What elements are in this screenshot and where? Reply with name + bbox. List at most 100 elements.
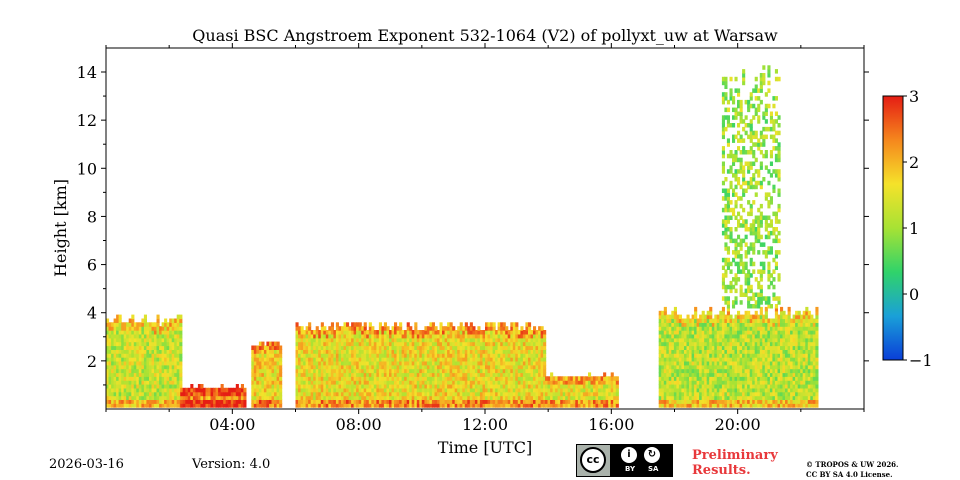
- heatmap-cell: [161, 391, 165, 397]
- heatmap-cell: [328, 387, 332, 393]
- heatmap-cell: [522, 333, 526, 339]
- heatmap-cell: [457, 403, 461, 408]
- heatmap-cell: [661, 384, 665, 389]
- heatmap-cell: [467, 333, 471, 339]
- heatmap-cell: [704, 380, 708, 385]
- heatmap-cell: [510, 341, 514, 347]
- heatmap-cell: [754, 314, 758, 320]
- heatmap-cell: [444, 395, 448, 400]
- heatmap-cell: [744, 314, 748, 320]
- heatmap-cell: [176, 322, 180, 327]
- heatmap-cell: [151, 322, 155, 327]
- heatmap-cell: [452, 399, 456, 404]
- heatmap-cell: [159, 360, 163, 366]
- heatmap-cell: [767, 345, 771, 350]
- heatmap-cell: [426, 326, 430, 331]
- heatmap-cell: [305, 368, 309, 374]
- heatmap-cell: [411, 395, 415, 400]
- heatmap-cell: [477, 376, 481, 381]
- heatmap-cell: [404, 341, 408, 347]
- heatmap-cell: [661, 349, 665, 354]
- heatmap-cell: [694, 384, 698, 389]
- heatmap-cell: [815, 341, 819, 347]
- heatmap-cell: [373, 353, 377, 358]
- heatmap-cell: [724, 269, 728, 274]
- heatmap-cell: [159, 387, 163, 393]
- heatmap-cell: [696, 330, 700, 335]
- heatmap-cell: [767, 372, 771, 377]
- heatmap-cell: [366, 353, 370, 358]
- heatmap-cell: [510, 337, 514, 343]
- heatmap-cell: [479, 403, 483, 408]
- heatmap-cell: [777, 364, 781, 370]
- heatmap-cell: [535, 353, 539, 358]
- heatmap-cell: [565, 376, 569, 381]
- heatmap-cell: [512, 326, 516, 331]
- heatmap-cell: [271, 357, 275, 362]
- heatmap-cell: [220, 395, 224, 400]
- heatmap-cell: [225, 395, 229, 400]
- heatmap-cell: [671, 341, 675, 347]
- heatmap-cell: [729, 184, 733, 190]
- heatmap-cell: [502, 376, 506, 381]
- heatmap-cell: [171, 330, 175, 335]
- heatmap-cell: [673, 399, 677, 404]
- heatmap-cell: [449, 368, 453, 374]
- heatmap-cell: [253, 360, 257, 366]
- heatmap-cell: [487, 360, 491, 366]
- heatmap-cell: [661, 353, 665, 358]
- heatmap-cell: [782, 399, 786, 404]
- heatmap-cell: [711, 403, 715, 408]
- heatmap-cell: [716, 376, 720, 381]
- heatmap-cell: [805, 380, 809, 385]
- heatmap-cell: [681, 345, 685, 350]
- heatmap-cell: [121, 395, 125, 400]
- heatmap-cell: [668, 341, 672, 347]
- heatmap-cell: [472, 326, 476, 331]
- heatmap-cell: [668, 368, 672, 374]
- heatmap-cell: [459, 357, 463, 362]
- heatmap-cell: [487, 364, 491, 370]
- heatmap-cell: [238, 403, 242, 408]
- heatmap-cell: [663, 314, 667, 320]
- heatmap-cell: [515, 368, 519, 374]
- heatmap-cell: [726, 357, 730, 362]
- heatmap-cell: [800, 353, 804, 358]
- heatmap-cell: [323, 372, 327, 377]
- heatmap-cell: [116, 333, 120, 339]
- heatmap-cell: [676, 387, 680, 393]
- heatmap-cell: [533, 399, 537, 404]
- heatmap-cell: [303, 403, 307, 408]
- heatmap-cell: [777, 368, 781, 374]
- heatmap-cell: [485, 368, 489, 374]
- heatmap-cell: [333, 341, 337, 347]
- heatmap-cell: [495, 387, 499, 393]
- heatmap-cell: [487, 372, 491, 377]
- heatmap-cell: [348, 330, 352, 335]
- heatmap-cell: [353, 399, 357, 404]
- heatmap-cell: [171, 337, 175, 343]
- heatmap-cell: [807, 364, 811, 370]
- heatmap-cell: [530, 364, 534, 370]
- heatmap-cell: [106, 349, 110, 354]
- heatmap-cell: [512, 360, 516, 366]
- heatmap-cell: [696, 387, 700, 393]
- heatmap-cell: [419, 341, 423, 347]
- heatmap-cell: [774, 345, 778, 350]
- heatmap-cell: [610, 376, 614, 381]
- heatmap-cell: [452, 353, 456, 358]
- heatmap-cell: [800, 337, 804, 343]
- heatmap-cell: [754, 337, 758, 343]
- heatmap-cell: [343, 357, 347, 362]
- heatmap-cell: [749, 384, 753, 389]
- heatmap-cell: [411, 330, 415, 335]
- heatmap-cell: [734, 333, 738, 339]
- heatmap-cell: [721, 337, 725, 343]
- heatmap-cell: [774, 364, 778, 370]
- heatmap-cell: [383, 387, 387, 393]
- heatmap-cell: [368, 372, 372, 377]
- heatmap-cell: [318, 368, 322, 374]
- heatmap-cell: [462, 330, 466, 335]
- heatmap-cell: [356, 387, 360, 393]
- heatmap-cell: [487, 353, 491, 358]
